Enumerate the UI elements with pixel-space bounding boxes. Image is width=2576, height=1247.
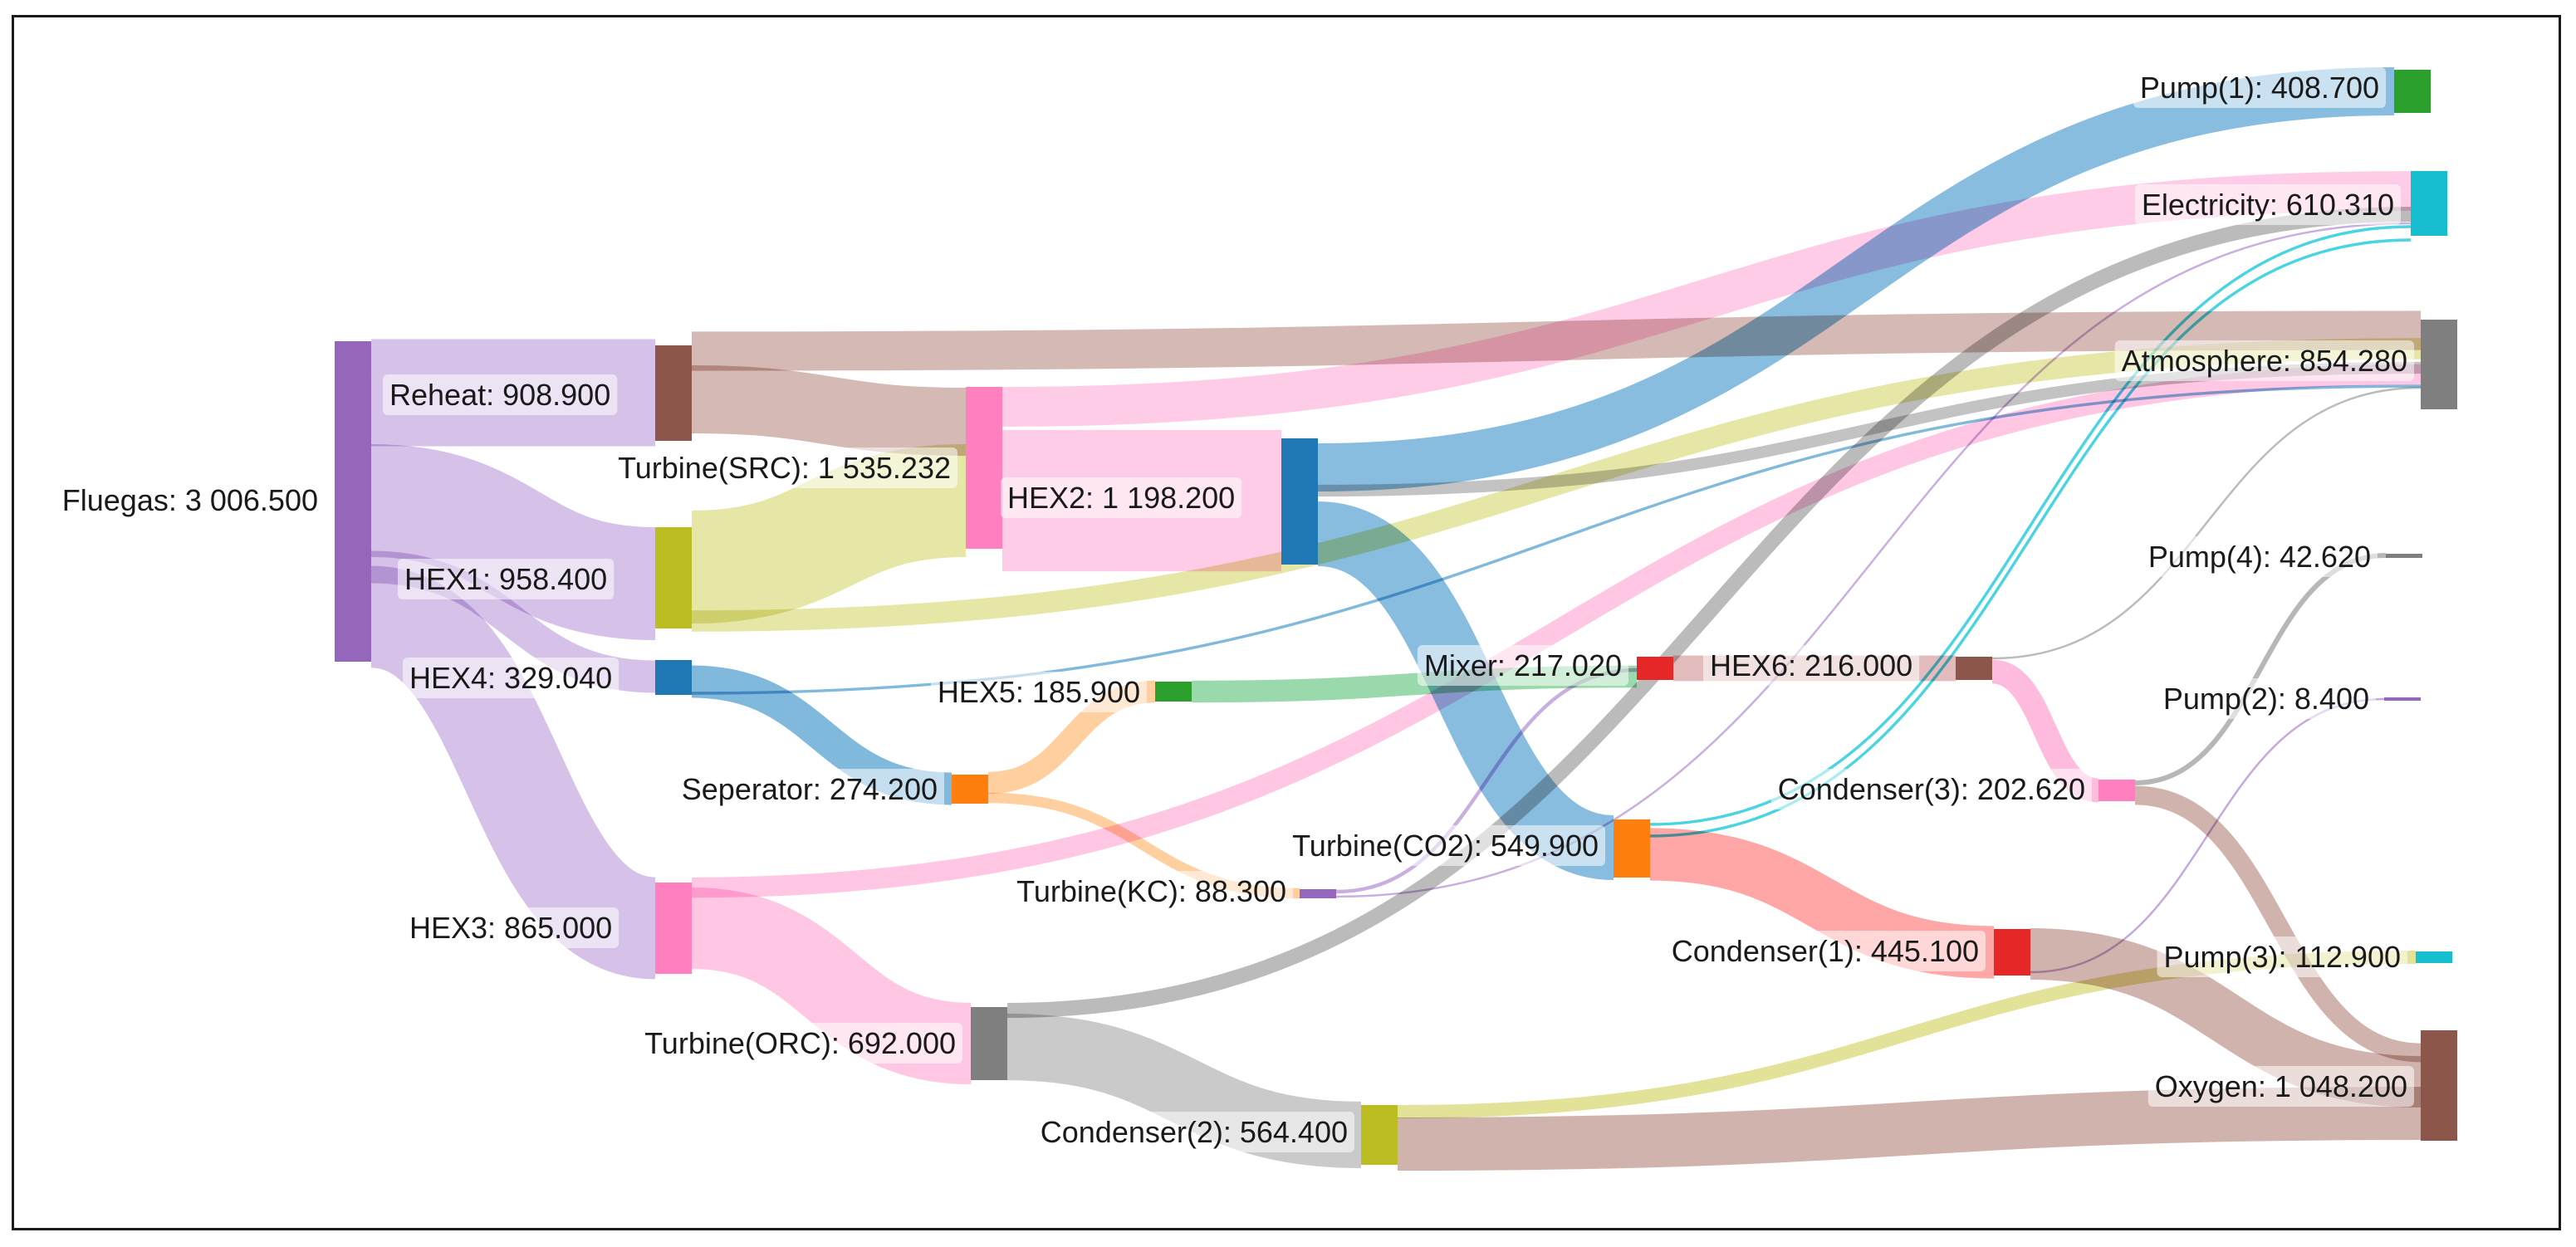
node-pump1 bbox=[2394, 70, 2431, 113]
node-label-condenser3: Condenser(3): 202.620 bbox=[1778, 772, 2085, 806]
link-reheat-to-turbine_src bbox=[691, 365, 967, 456]
sankey-diagram: Fluegas: 3 006.500 Reheat: 908.900 HEX1: 9… bbox=[55, 66, 2457, 1171]
node-pump2 bbox=[2384, 697, 2421, 701]
node-label-pump1: Pump(1): 408.700 bbox=[2140, 71, 2379, 105]
node-hex3 bbox=[655, 883, 692, 974]
node-turbine_kc bbox=[1300, 889, 1336, 898]
node-label-pump3: Pump(3): 112.900 bbox=[2163, 940, 2401, 974]
sankey-nodes bbox=[335, 70, 2457, 1165]
node-label-seperator: Seperator: 274.200 bbox=[682, 772, 938, 806]
node-atmosphere bbox=[2421, 320, 2457, 409]
link-turbine_orc-to-electricity bbox=[1006, 206, 2412, 1019]
node-label-bg-condenser1 bbox=[1664, 931, 1986, 971]
node-mixer bbox=[1637, 657, 1673, 680]
node-label-bg-oxygen bbox=[2147, 1066, 2414, 1107]
node-label-oxygen: Oxygen: 1 048.200 bbox=[2155, 1069, 2407, 1103]
node-turbine_orc bbox=[971, 1007, 1007, 1080]
node-hex5 bbox=[1155, 682, 1192, 702]
node-label-electricity: Electricity: 610.310 bbox=[2142, 188, 2394, 222]
node-label-condenser1: Condenser(1): 445.100 bbox=[1672, 934, 1979, 968]
node-hex6 bbox=[1956, 657, 1992, 680]
node-label-hex5: HEX5: 185.900 bbox=[938, 675, 1140, 709]
node-label-bg-seperator bbox=[674, 769, 944, 809]
node-label-bg-fluegas bbox=[55, 480, 325, 521]
link-condenser3-to-oxygen bbox=[2134, 785, 2422, 1063]
node-turbine_co2 bbox=[1614, 819, 1650, 878]
node-label-pump4: Pump(4): 42.620 bbox=[2148, 540, 2371, 574]
node-hex4 bbox=[655, 660, 692, 695]
node-seperator bbox=[952, 775, 988, 804]
node-label-bg-electricity bbox=[2134, 184, 2401, 225]
link-condenser3-to-pump4 bbox=[2134, 552, 2387, 786]
link-hex6-to-atmosphere bbox=[1991, 386, 2422, 660]
node-label-bg-condenser2 bbox=[1033, 1112, 1354, 1152]
node-label-bg-turbine_kc bbox=[1010, 871, 1293, 912]
node-pump3 bbox=[2416, 951, 2452, 963]
node-reheat bbox=[655, 345, 692, 441]
node-condenser3 bbox=[2099, 780, 2135, 801]
node-label-hex3: HEX3: 865.000 bbox=[409, 911, 612, 945]
node-label-hex6: HEX6: 216.000 bbox=[1710, 648, 1912, 682]
node-pump4 bbox=[2386, 554, 2422, 558]
node-label-bg-atmosphere bbox=[2114, 340, 2414, 381]
node-fluegas bbox=[335, 341, 371, 662]
node-label-bg-turbine_orc bbox=[638, 1023, 962, 1064]
node-label-reheat: Reheat: 908.900 bbox=[389, 378, 610, 412]
node-label-bg-hex6 bbox=[1703, 645, 1920, 686]
node-label-bg-turbine_co2 bbox=[1286, 825, 1605, 866]
link-turbine_src-to-electricity bbox=[1002, 171, 2412, 427]
node-label-bg-condenser3 bbox=[1770, 769, 2092, 809]
node-label-hex2: HEX2: 1 198.200 bbox=[1007, 481, 1235, 515]
node-hex2 bbox=[1281, 438, 1318, 565]
node-label-bg-turbine_src bbox=[611, 447, 957, 488]
node-condenser2 bbox=[1361, 1105, 1398, 1165]
node-hex1 bbox=[655, 527, 692, 628]
node-label-bg-reheat bbox=[383, 374, 618, 415]
node-label-bg-pump1 bbox=[2133, 67, 2386, 108]
link-hex2-to-pump1 bbox=[1317, 66, 2395, 492]
node-label-bg-hex4 bbox=[403, 658, 620, 698]
node-oxygen bbox=[2421, 1030, 2457, 1141]
node-label-bg-mixer bbox=[1417, 645, 1628, 686]
diagram-frame: Fluegas: 3 006.500 Reheat: 908.900 HEX1: 9… bbox=[12, 15, 2561, 1230]
node-label-condenser2: Condenser(2): 564.400 bbox=[1041, 1115, 1348, 1149]
node-label-bg-pump3 bbox=[2157, 936, 2407, 977]
node-label-bg-pump2 bbox=[2156, 678, 2376, 719]
node-label-mixer: Mixer: 217.020 bbox=[1424, 648, 1622, 682]
node-label-pump2: Pump(2): 8.400 bbox=[2163, 682, 2369, 716]
node-label-turbine_kc: Turbine(KC): 88.300 bbox=[1016, 874, 1286, 908]
node-electricity bbox=[2411, 171, 2447, 236]
node-label-turbine_src: Turbine(SRC): 1 535.232 bbox=[618, 451, 951, 485]
link-hex3-to-atmosphere bbox=[691, 364, 2422, 898]
node-condenser1 bbox=[1994, 929, 2030, 976]
node-label-bg-pump4 bbox=[2141, 536, 2378, 577]
node-label-atmosphere: Atmosphere: 854.280 bbox=[2122, 344, 2407, 378]
link-hex1-to-turbine_src bbox=[690, 443, 967, 624]
node-label-fluegas: Fluegas: 3 006.500 bbox=[62, 483, 318, 517]
node-label-bg-hex3 bbox=[403, 907, 620, 948]
sankey-labels: Fluegas: 3 006.500 Reheat: 908.900 HEX1: 9… bbox=[55, 67, 2414, 1152]
node-label-bg-hex1 bbox=[398, 559, 615, 599]
node-label-hex4: HEX4: 329.040 bbox=[409, 661, 612, 695]
node-label-hex1: HEX1: 958.400 bbox=[404, 562, 607, 596]
link-condenser2-to-oxygen bbox=[1397, 1086, 2422, 1171]
node-turbine_src bbox=[966, 387, 1002, 549]
node-label-turbine_orc: Turbine(ORC): 692.000 bbox=[644, 1026, 956, 1060]
node-label-bg-hex5 bbox=[930, 672, 1147, 712]
node-label-bg-hex2 bbox=[1001, 477, 1242, 518]
node-label-turbine_co2: Turbine(CO2): 549.900 bbox=[1292, 829, 1599, 863]
